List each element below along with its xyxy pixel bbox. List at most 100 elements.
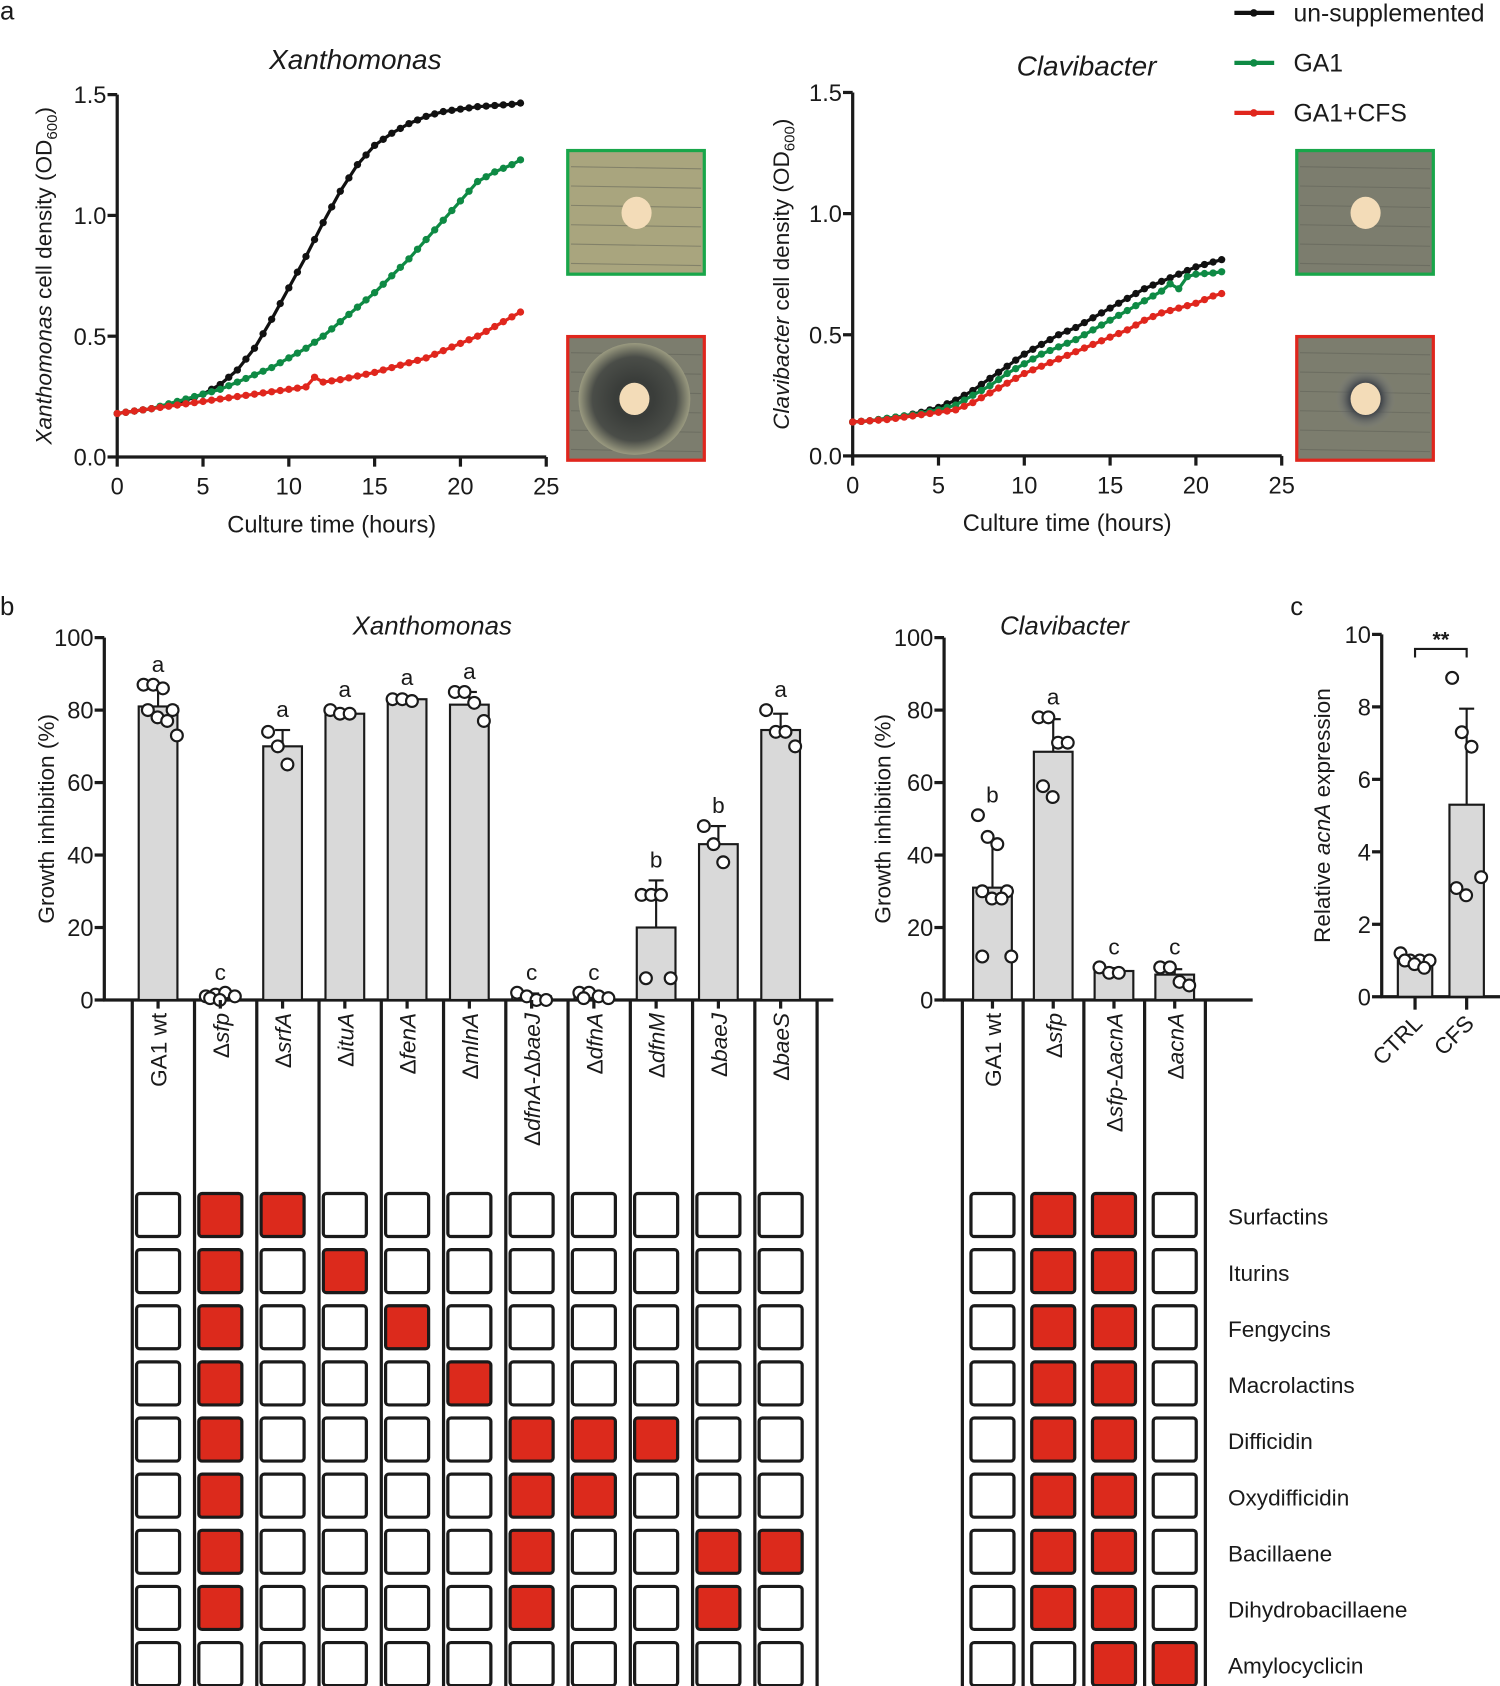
data-point — [1175, 285, 1183, 293]
y-axis-label-text: cell density (OD — [769, 151, 794, 317]
data-point — [1123, 306, 1131, 315]
xanthomonas-inhibition-chart: Xanthomonas 0 20 40 60 80 100 Growth inhibition… — [34, 612, 834, 1146]
data-point — [328, 325, 336, 333]
data-point — [276, 386, 284, 395]
xanthomonas-cell-absent — [134, 1304, 182, 1351]
data-point — [1080, 318, 1089, 327]
replicate-point — [716, 855, 731, 870]
metabolite-label: Oxydifficidin — [1228, 1485, 1349, 1510]
data-point — [242, 391, 250, 400]
replicate-point — [1036, 779, 1050, 794]
replicate-point — [457, 684, 472, 699]
data-point — [156, 403, 164, 412]
data-point — [310, 373, 319, 381]
data-point — [336, 318, 344, 326]
legend-label: un-supplemented — [1294, 1, 1485, 28]
replicate-point — [990, 837, 1005, 852]
y-tick-label: 100 — [894, 626, 933, 652]
data-point — [448, 106, 456, 114]
xanthomonas-cell-absent — [695, 1360, 742, 1407]
replicate-point — [663, 971, 678, 986]
data-point — [405, 255, 413, 263]
replicate-point — [280, 757, 295, 772]
xanthomonas-cell-absent — [757, 1360, 804, 1407]
category-label-part: Δ — [458, 1064, 483, 1079]
data-point — [1037, 340, 1046, 349]
data-point — [1166, 274, 1174, 282]
xanthomonas-cell-absent — [134, 1416, 182, 1463]
data-point — [1037, 350, 1046, 358]
xanthomonas-cell-absent — [757, 1472, 804, 1519]
data-point — [250, 344, 259, 352]
x-tick-label: 5 — [932, 474, 945, 500]
data-point — [250, 371, 259, 379]
data-point — [439, 347, 447, 355]
data-point — [431, 350, 439, 358]
significance-letter: a — [1047, 684, 1060, 709]
xanthomonas-cell-absent — [321, 1528, 368, 1575]
chart-title: Clavibacter — [1017, 50, 1158, 81]
data-point — [388, 129, 396, 137]
xanthomonas-cell-produced — [197, 1360, 244, 1407]
paper-disc — [1350, 196, 1381, 230]
series-line-un-supplemented — [116, 101, 521, 416]
xanthomonas-cell-absent — [321, 1584, 368, 1632]
x-tick-label: 15 — [361, 475, 387, 501]
xanthomonas-cell-absent — [134, 1472, 182, 1519]
data-point — [319, 378, 327, 386]
replicate-point — [165, 703, 180, 718]
bar-ΔbaeS — [760, 728, 802, 1002]
xanthomonas-cell-absent — [633, 1640, 680, 1686]
data-point — [233, 378, 241, 386]
xanthomonas-cell-absent — [508, 1248, 555, 1295]
y-tick-label: 1.0 — [809, 202, 842, 228]
y-axis-label-organism: Xanthomonas — [32, 305, 57, 445]
chart-title: Clavibacter — [1000, 612, 1130, 640]
data-point — [362, 296, 370, 304]
data-point — [1209, 258, 1217, 266]
data-point — [1046, 346, 1054, 355]
xanthomonas-cell-absent — [757, 1416, 804, 1463]
clavibacter-cell-absent — [1151, 1360, 1198, 1407]
xanthomonas-cell-absent — [259, 1640, 306, 1686]
data-point — [456, 339, 465, 348]
clavibacter-cell-absent — [969, 1191, 1016, 1239]
data-point — [516, 308, 525, 316]
data-point — [1063, 339, 1071, 347]
data-point — [448, 343, 456, 351]
data-point — [396, 124, 405, 133]
y-axis-label-end: ) — [769, 119, 794, 127]
xanthomonas-cell-produced — [508, 1416, 555, 1463]
replicate-point — [342, 706, 357, 721]
data-point — [491, 322, 499, 331]
clavibacter-cell-produced — [1030, 1416, 1077, 1463]
clavibacter-cell-produced — [1090, 1640, 1138, 1686]
data-point — [130, 407, 139, 415]
data-point — [362, 151, 370, 159]
xanthomonas-cell-produced — [446, 1360, 493, 1407]
xanthomonas-cell-absent — [446, 1584, 493, 1632]
category-label-part: srfA — [271, 1013, 296, 1053]
category-label-part: Δ — [1163, 1064, 1188, 1079]
bar-ΔituA — [324, 712, 366, 1002]
clavibacter-cell-absent — [1030, 1640, 1077, 1686]
y-tick-label: 4 — [1358, 840, 1371, 866]
replicate-point — [539, 992, 554, 1007]
data-point — [465, 336, 473, 344]
data-point — [1106, 304, 1114, 312]
data-point — [1089, 314, 1097, 322]
plate-streak — [1299, 166, 1431, 170]
x-tick-label: 0 — [846, 474, 859, 500]
chart-title: Xanthomonas — [352, 612, 512, 640]
data-point — [439, 216, 447, 224]
xanthomonas-cell-absent — [757, 1304, 804, 1351]
panel-label-a: a — [0, 0, 15, 25]
data-point — [285, 284, 293, 292]
category-label-part: acnA — [1103, 1013, 1128, 1064]
paper-disc — [619, 382, 650, 416]
xanthomonas-cell-absent — [633, 1248, 680, 1295]
data-point — [439, 107, 447, 116]
data-point — [1123, 326, 1131, 334]
data-point — [413, 245, 422, 253]
y-axis-label: Growth inhibition (%) — [34, 714, 59, 924]
